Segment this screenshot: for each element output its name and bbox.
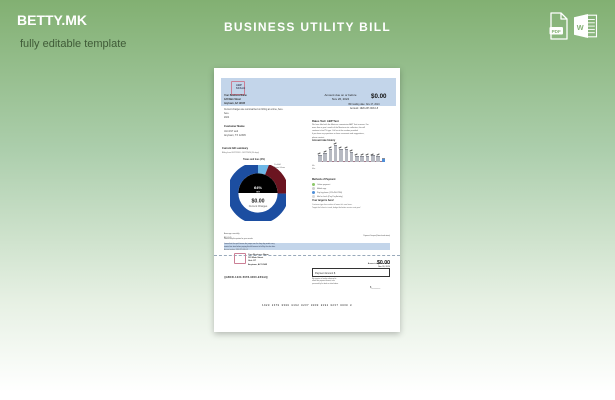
svg-text:W: W <box>577 23 584 32</box>
svg-text:$0.00: $0.00 <box>251 198 264 204</box>
svg-text:PDF: PDF <box>552 29 561 34</box>
svg-text:rate: rate <box>256 191 261 194</box>
svg-text:64%: 64% <box>254 185 262 190</box>
svg-text:Current Charges: Current Charges <box>249 205 268 208</box>
